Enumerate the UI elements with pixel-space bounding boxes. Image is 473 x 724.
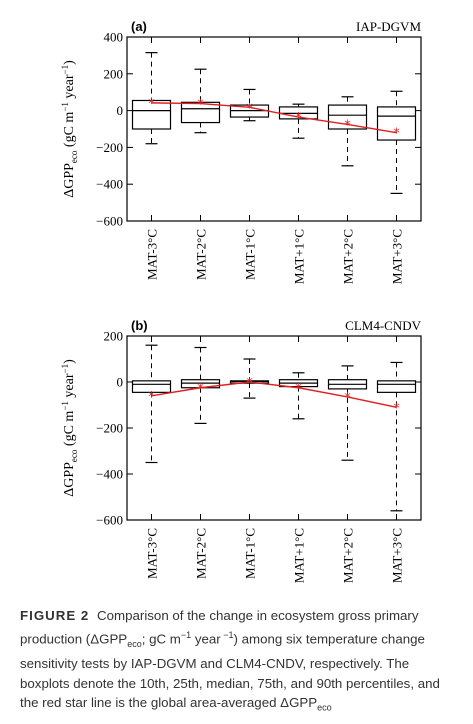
panel-a-mean-star: * [197, 98, 204, 113]
figure-caption: FIGURE 2 Comparison of the change in eco… [20, 606, 460, 718]
panel-a-xtick-label: MAT-3°C [145, 229, 160, 280]
panel-a-xtick-label: MAT+2°C [341, 229, 356, 284]
panel-b-ytick-label: 200 [104, 329, 124, 344]
panel-a-ytick-label: −200 [96, 140, 123, 155]
panel-b-mean-star: * [295, 382, 302, 397]
panel-a-mean-line [151, 102, 397, 134]
panel-b-box [376, 380, 417, 393]
panel-b-box [131, 380, 172, 393]
caption-sub-eco-2: eco [317, 702, 332, 713]
panel-b-xtick-label: MAT+1°C [292, 528, 307, 583]
panel-b-model-name: CLM4-CNDV [345, 318, 421, 333]
panel-b-mean-star: * [344, 391, 351, 406]
caption-text-1: Comparison of the change in ecosystem gr… [20, 608, 419, 646]
panel-a-ytick-label: −600 [96, 214, 123, 229]
panel-a-box [180, 101, 221, 124]
panel-a-mean-star: * [246, 101, 253, 116]
panel-b-y-axis-label: ΔGPPeco (gC m−1 year−1) [60, 359, 79, 497]
panel-b-xtick-label: MAT+3°C [390, 528, 405, 583]
panel-a-xtick-label: MAT+1°C [292, 229, 307, 284]
panel-b-mean-star: * [246, 376, 253, 391]
panel-a-ytick-label: 200 [104, 66, 124, 81]
panel-a-xtick-label: MAT-1°C [243, 229, 258, 280]
panel-a-label: (a) [131, 19, 147, 34]
panel-b-mean-line [151, 381, 397, 408]
panel-a-y-axis-label: ΔGPPeco (gC m−1 year−1) [60, 60, 79, 198]
panel-b-label: (b) [131, 318, 148, 333]
panel-b-ytick-label: −400 [96, 467, 123, 482]
panel-b-mean-star: * [197, 382, 204, 397]
panel-b-xtick-label: MAT-3°C [145, 528, 160, 579]
caption-text-3: year [191, 630, 221, 646]
panel-a-xtick-label: MAT-2°C [194, 229, 209, 280]
panel-b-xtick-label: MAT+2°C [341, 528, 356, 583]
panel-a-mean-star: * [148, 97, 155, 112]
panel-a-mean-star: * [344, 118, 351, 133]
panel-a-plot-frame [126, 36, 422, 222]
panel-b-ytick-label: 0 [117, 375, 124, 390]
panel-a-box [376, 106, 417, 141]
panel-a-ytick-label: −400 [96, 177, 123, 192]
panel-b-plot-frame [126, 335, 422, 521]
caption-figure-label: FIGURE 2 [20, 608, 90, 623]
caption-sub-eco: eco [127, 638, 142, 649]
panel-a-ytick-label: 400 [104, 30, 124, 45]
panel-b-ytick-label: −600 [96, 513, 123, 528]
panel-a-xtick-label: MAT+3°C [390, 229, 405, 284]
panel-b-ytick-label: −200 [96, 421, 123, 436]
panel-b-xtick-label: MAT-1°C [243, 528, 258, 579]
panel-a-mean-star: * [295, 111, 302, 126]
panel-b-xtick-label: MAT-2°C [194, 528, 209, 579]
caption-sup-2: −1 [220, 629, 234, 640]
panel-a-box [131, 99, 172, 130]
panel-a-ytick-label: 0 [117, 103, 124, 118]
caption-text-4: ) among six temperature change sensitivi… [20, 630, 440, 711]
panel-b-mean-star: * [148, 390, 155, 405]
caption-sup-1: −1 [180, 629, 192, 640]
panel-b-mean-star: * [393, 401, 400, 416]
panel-a-model-name: IAP-DGVM [356, 19, 421, 34]
caption-text-2: ; gC m [141, 630, 181, 646]
figure-canvas: (a) IAP-DGVM 400 200 0 −200 −400 −600 ΔGPPeco (g… [60, 19, 422, 583]
panel-a-mean-star: * [393, 127, 400, 142]
